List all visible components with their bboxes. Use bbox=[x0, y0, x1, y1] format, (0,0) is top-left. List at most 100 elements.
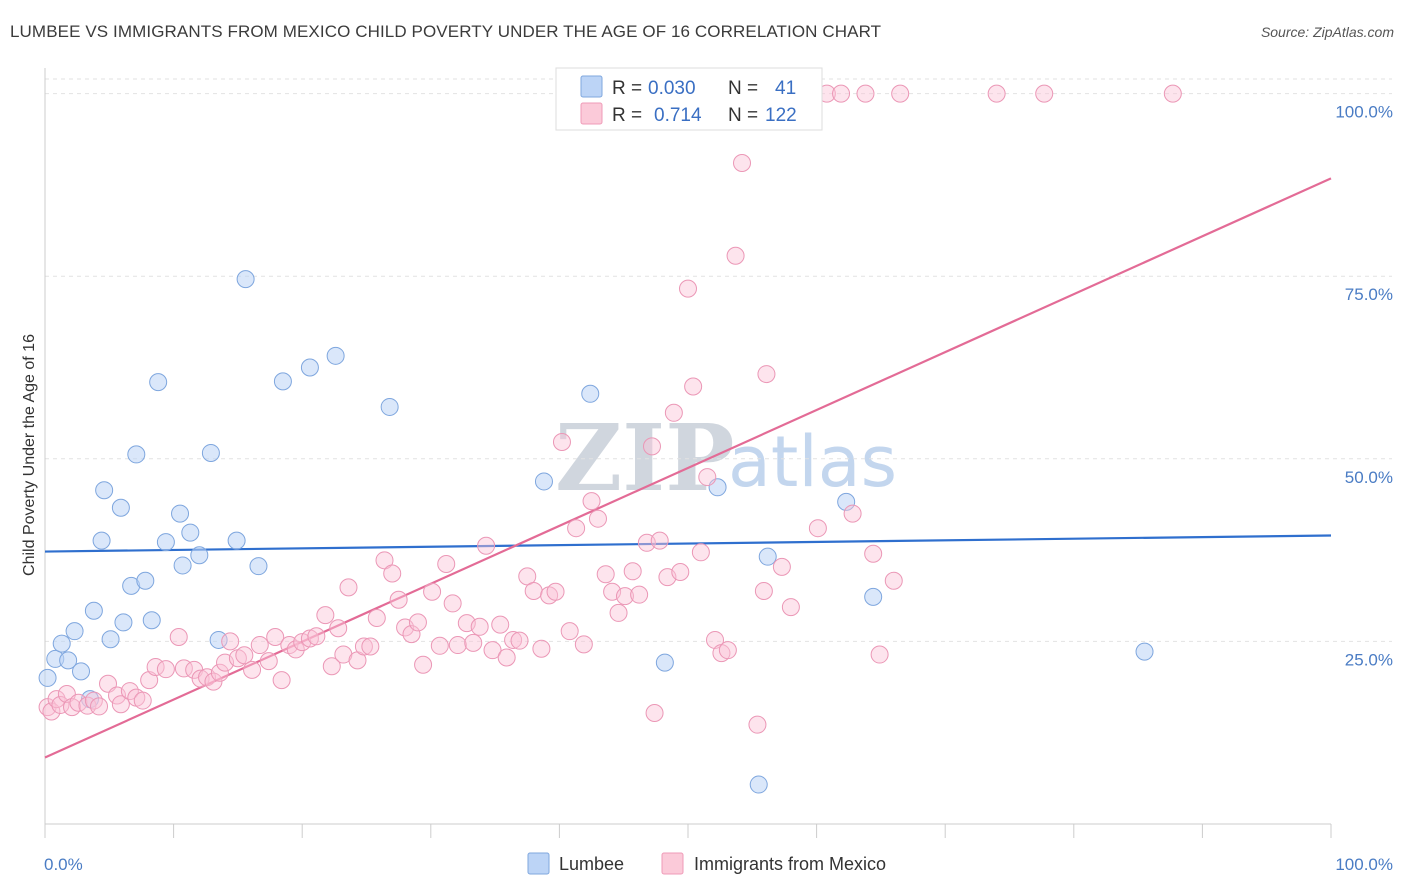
mexico-point bbox=[1163, 84, 1182, 103]
mexico-point bbox=[588, 509, 607, 528]
mexico-point bbox=[567, 519, 586, 538]
legend-n-value-mexico: 122 bbox=[765, 105, 797, 126]
mexico-point bbox=[408, 613, 427, 632]
y-tick-label: 25.0% bbox=[1345, 650, 1393, 669]
mexico-point bbox=[51, 695, 70, 714]
lumbee-point bbox=[749, 775, 768, 794]
lumbee-point bbox=[72, 662, 91, 681]
mexico-point bbox=[754, 582, 773, 601]
mexico-point bbox=[691, 543, 710, 562]
lumbee-point bbox=[181, 523, 200, 542]
mexico-point bbox=[300, 629, 319, 648]
mexico-point bbox=[423, 582, 442, 601]
mexico-point bbox=[497, 648, 516, 667]
legend-swatch-lumbee bbox=[580, 75, 603, 98]
lumbee-point bbox=[227, 531, 246, 550]
lumbee-point bbox=[95, 481, 114, 500]
mexico-point bbox=[560, 622, 579, 641]
mexico-point bbox=[645, 703, 664, 722]
lumbee-point bbox=[38, 668, 57, 687]
mexico-point bbox=[642, 437, 661, 456]
lumbee-point bbox=[65, 622, 84, 641]
mexico-point bbox=[504, 630, 523, 649]
lumbee-point bbox=[300, 358, 319, 377]
lumbee-point bbox=[59, 651, 78, 670]
mexico-point bbox=[221, 632, 240, 651]
lumbee-point bbox=[837, 492, 856, 511]
mexico-point bbox=[111, 695, 130, 714]
mexico-point bbox=[615, 587, 634, 606]
gridlines bbox=[45, 78, 1392, 642]
legend-r-value-lumbee: 0.030 bbox=[648, 78, 696, 99]
mexico-point bbox=[156, 660, 175, 679]
mexico-point bbox=[243, 660, 262, 679]
watermark-zip: ZIP bbox=[555, 404, 734, 512]
mexico-point bbox=[884, 571, 903, 590]
mexico-point bbox=[316, 606, 335, 625]
mexico-point bbox=[367, 609, 386, 628]
mexico-point bbox=[354, 637, 373, 656]
mexico-point bbox=[375, 551, 394, 570]
lumbee-point bbox=[156, 533, 175, 552]
legend-n-value-lumbee: 41 bbox=[775, 78, 796, 99]
y-axis-label: Child Poverty Under the Age of 16 bbox=[21, 334, 38, 576]
mexico-point bbox=[781, 598, 800, 617]
mexico-point bbox=[870, 645, 889, 664]
mexico-point bbox=[140, 671, 159, 690]
mexico-point bbox=[266, 628, 285, 647]
mexico-point bbox=[491, 615, 510, 634]
lumbee-point bbox=[171, 504, 190, 523]
lumbee-point bbox=[326, 346, 345, 365]
mexico-point bbox=[464, 633, 483, 652]
mexico-point bbox=[414, 655, 433, 674]
lumbee-point bbox=[142, 611, 161, 630]
mexico-point bbox=[307, 627, 326, 646]
mexico-point bbox=[679, 279, 697, 298]
lumbee-point bbox=[581, 384, 600, 403]
mexico-point bbox=[706, 630, 725, 649]
mexico-point bbox=[718, 641, 737, 660]
mexico-point bbox=[90, 697, 109, 716]
mexico-point bbox=[389, 590, 408, 609]
mexico-point bbox=[329, 619, 348, 638]
lumbee-point bbox=[101, 630, 120, 649]
mexico-point bbox=[891, 84, 910, 103]
lumbee-point bbox=[173, 556, 192, 575]
mexico-point bbox=[483, 641, 502, 660]
lumbee-point bbox=[249, 557, 268, 576]
mexico-point bbox=[361, 637, 380, 656]
mexico-point bbox=[259, 652, 278, 671]
mexico-point bbox=[552, 433, 571, 452]
mexico-point bbox=[448, 636, 467, 655]
legend-r-label-mexico: R = bbox=[612, 105, 642, 126]
mexico-point bbox=[84, 691, 103, 710]
mexico-point bbox=[623, 562, 642, 581]
legend-n-label-lumbee: N = bbox=[728, 78, 758, 99]
mexico-point bbox=[582, 492, 601, 511]
mexico-point bbox=[510, 631, 529, 650]
mexico-point bbox=[864, 544, 883, 563]
lumbee-point bbox=[84, 601, 103, 620]
mexico-point bbox=[402, 625, 421, 644]
axes bbox=[44, 68, 1332, 838]
mexico-point bbox=[120, 682, 139, 701]
watermark-atlas: atlas bbox=[728, 421, 897, 503]
y-tick-label: 50.0% bbox=[1345, 468, 1393, 487]
series-label-mexico: Immigrants from Mexico bbox=[694, 854, 886, 874]
mexico-point bbox=[808, 519, 827, 538]
mexico-point bbox=[772, 557, 791, 576]
x-tick-labels: 0.0% 100.0% bbox=[44, 855, 1393, 874]
series-swatch-lumbee bbox=[527, 852, 550, 875]
mexico-point bbox=[698, 468, 717, 487]
mexico-point bbox=[169, 628, 188, 647]
y-tick-labels: 25.0% 50.0% 75.0% 100.0% bbox=[1335, 103, 1393, 670]
mexico-point bbox=[470, 617, 489, 636]
x-tick-label: 0.0% bbox=[44, 855, 83, 874]
lumbee-point bbox=[209, 630, 228, 649]
legend-swatch-mexico bbox=[580, 102, 603, 125]
legend-r-label-lumbee: R = bbox=[612, 78, 642, 99]
mexico-point bbox=[630, 585, 649, 604]
mexico-point bbox=[671, 563, 690, 582]
mexico-point bbox=[726, 246, 745, 265]
mexico-point bbox=[272, 671, 291, 690]
